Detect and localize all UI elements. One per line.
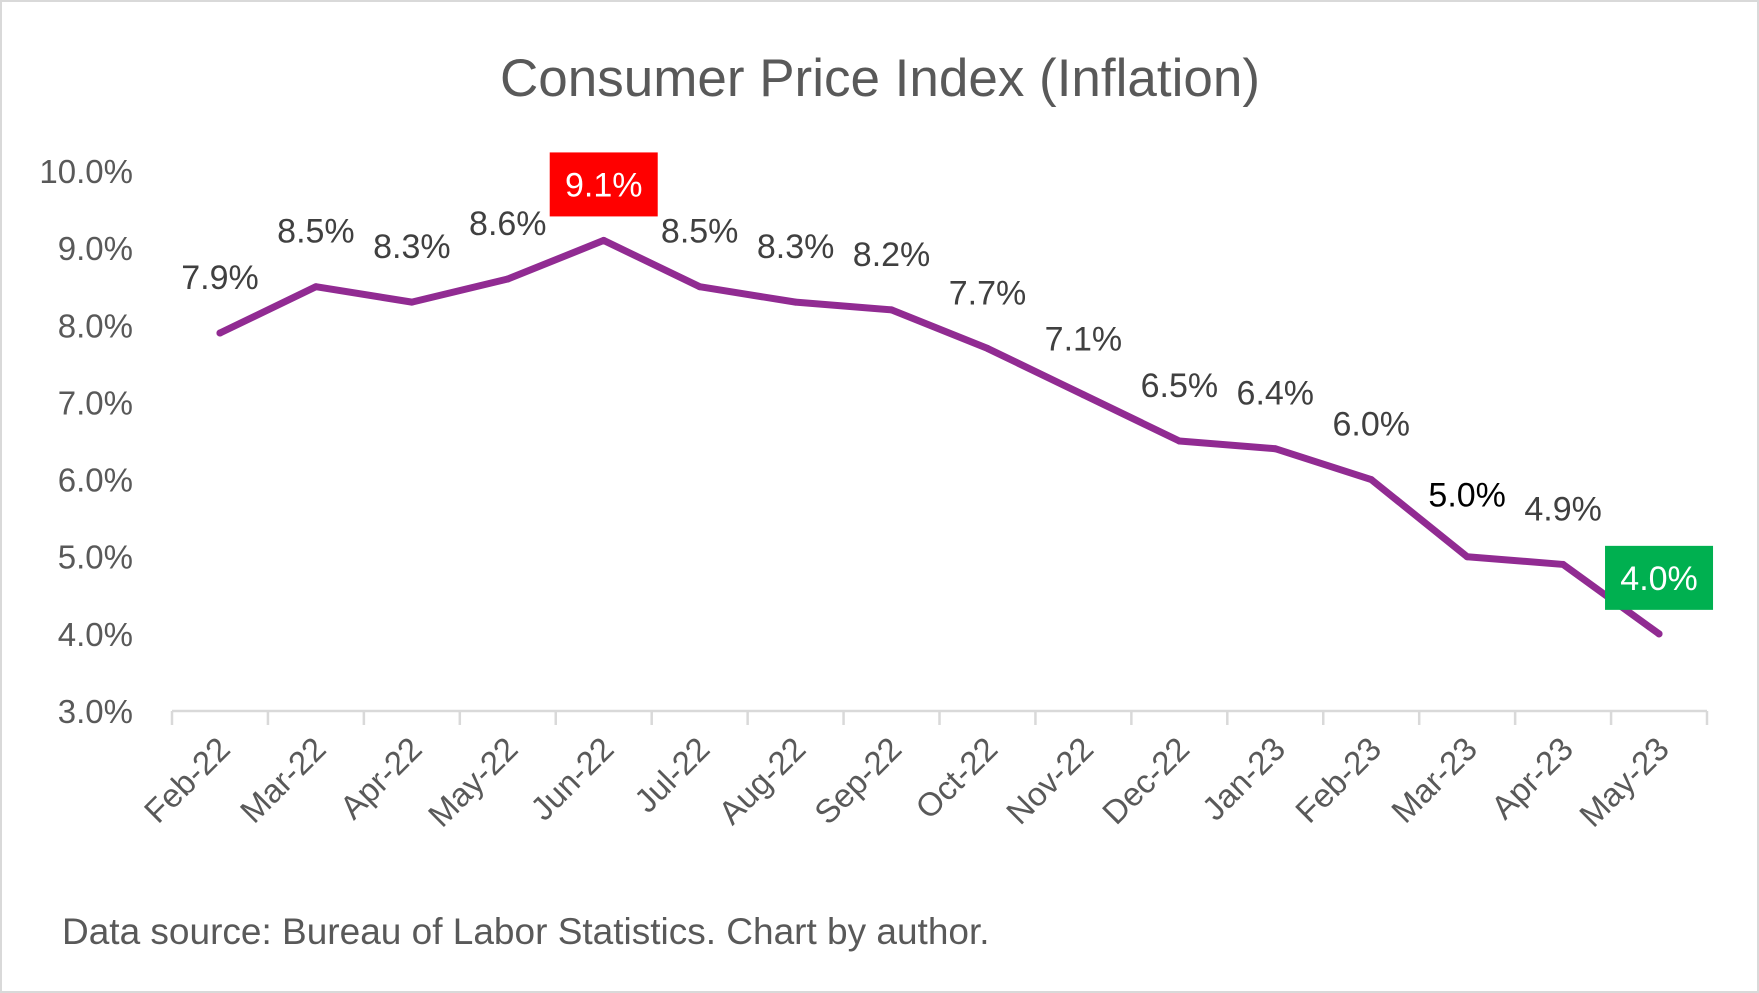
data-label: 4.9% <box>1524 490 1602 528</box>
data-label: 4.0% <box>1620 560 1698 598</box>
data-point <box>1175 437 1183 445</box>
data-point <box>1463 553 1471 561</box>
data-label: 7.7% <box>949 274 1027 312</box>
footnote: Data source: Bureau of Labor Statistics.… <box>62 911 990 952</box>
data-label: 6.4% <box>1237 375 1315 413</box>
data-point <box>888 306 896 314</box>
data-point <box>504 275 512 283</box>
data-point <box>312 283 320 291</box>
data-label: 9.1% <box>565 166 643 204</box>
data-label: 6.5% <box>1141 367 1219 405</box>
data-labels: 7.9% 8.5% 8.3% 8.6% 9.1% 8.5% 8.3% 8.2% 7.7% 7.1%… <box>181 152 1714 610</box>
y-tick-label: 8.0% <box>58 307 133 344</box>
series-line <box>216 236 1663 638</box>
data-label: 8.6% <box>469 205 547 243</box>
y-tick-label: 9.0% <box>58 230 133 267</box>
data-label: 8.5% <box>661 213 739 251</box>
y-tick-label: 6.0% <box>58 462 133 499</box>
y-axis: 3.0% 4.0% 5.0% 6.0% 7.0% 8.0% 9.0% 10.0% <box>39 153 133 730</box>
y-tick-label: 7.0% <box>58 384 133 421</box>
y-tick-label: 5.0% <box>58 539 133 576</box>
data-point <box>983 344 991 352</box>
data-label: 6.0% <box>1332 406 1410 444</box>
data-label: 7.9% <box>181 259 259 297</box>
data-point <box>600 236 608 244</box>
data-label: 8.3% <box>373 228 451 266</box>
data-point <box>1655 630 1663 638</box>
data-point <box>792 298 800 306</box>
data-point <box>1271 445 1279 453</box>
data-label: 8.2% <box>853 236 931 274</box>
data-label-highlight <box>1605 545 1714 610</box>
data-point <box>1367 476 1375 484</box>
data-label-highlight <box>549 152 658 217</box>
chart-title: Consumer Price Index (Inflation) <box>500 49 1260 108</box>
y-tick-label: 4.0% <box>58 616 133 653</box>
y-tick-label: 10.0% <box>39 153 133 190</box>
data-label: 8.5% <box>277 213 355 251</box>
data-point <box>216 329 224 337</box>
data-point <box>408 298 416 306</box>
data-point <box>1559 560 1567 568</box>
data-label: 7.1% <box>1045 321 1123 359</box>
data-label: 5.0% <box>1428 477 1506 515</box>
y-tick-label: 3.0% <box>58 693 133 730</box>
data-point <box>1079 391 1087 399</box>
series-cpi <box>216 236 1663 638</box>
data-point <box>696 283 704 291</box>
data-label: 8.3% <box>757 228 835 266</box>
